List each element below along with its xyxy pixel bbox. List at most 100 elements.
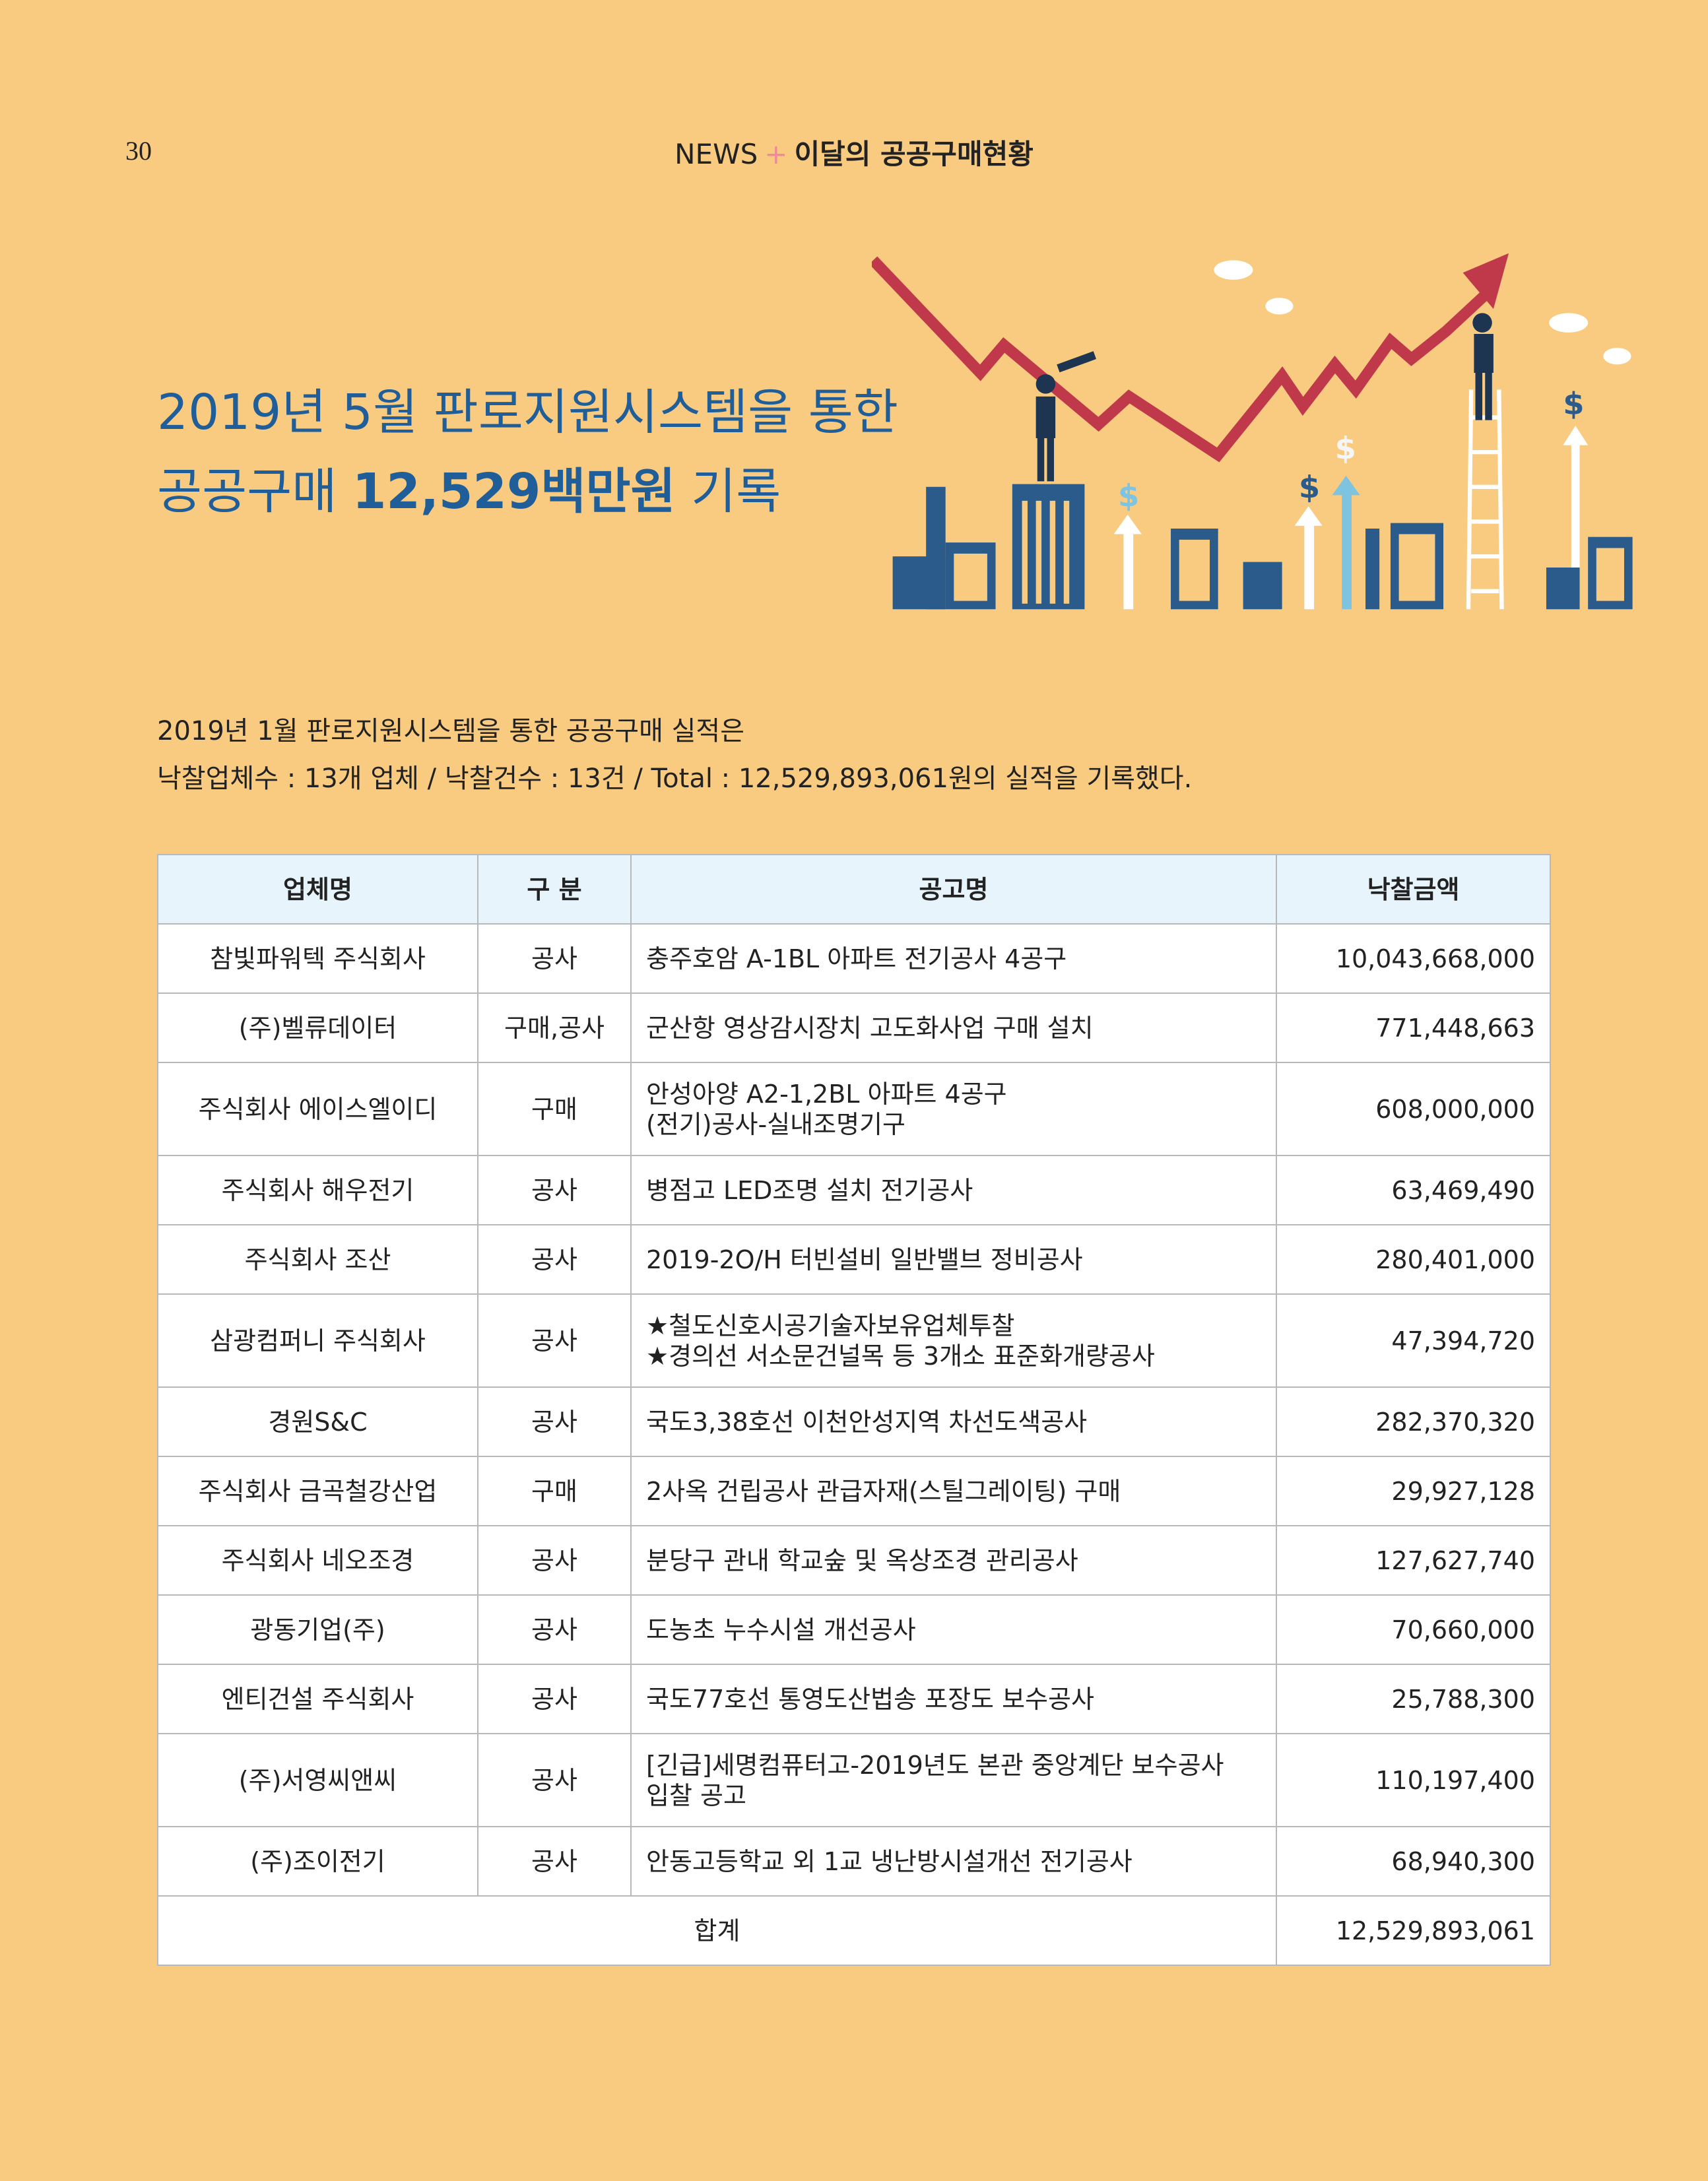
headline: 2019년 5월 판로지원시스템을 통한 [157,384,898,441]
table-cell: 공사 [477,1224,632,1295]
table-cell: 공사 [477,1525,632,1596]
table-cell: 공사 [477,1664,632,1734]
section: NEWS [674,138,758,170]
svg-text:$: $ [1118,478,1139,513]
total-row: 합계 12,529,893,061 [157,1895,1551,1966]
table-cell: [긴급]세명컴퓨터고-2019년도 본관 중앙계단 보수공사 입찰 공고 [630,1733,1277,1827]
table-cell: 2사옥 건립공사 관급자재(스틸그레이팅) 구매 [630,1456,1277,1526]
table-cell: 771,448,663 [1276,993,1551,1063]
table-cell: 구매,공사 [477,993,632,1063]
table-cell: 안동고등학교 외 1교 냉난방시설개선 전기공사 [630,1826,1277,1897]
table-cell: 주식회사 금곡철강산업 [157,1456,478,1526]
table-cell: 도농초 누수시설 개선공사 [630,1594,1277,1665]
buildings [892,484,1633,610]
table-cell: 국도77호선 통영도산법송 포장도 보수공사 [630,1664,1277,1734]
table-cell: 주식회사 조산 [157,1224,478,1295]
table-cell: 47,394,720 [1276,1293,1551,1388]
table-cell: 282,370,320 [1276,1386,1551,1457]
column-header: 공고명 [630,854,1277,925]
arrows [1113,426,1589,610]
table-cell: 공사 [477,1826,632,1897]
running-header: NEWS + 이달의 공공구매현황 [0,132,1708,172]
page-number: 30 [125,136,152,166]
svg-text:$: $ [1299,470,1320,505]
table-cell: 공사 [477,1293,632,1388]
table-cell: 군산항 영상감시장치 고도화사업 구매 설치 [630,993,1277,1063]
table-row: 경원S&C 공사 국도3,38호선 이천안성지역 차선도색공사 282,370,320 [157,1386,1551,1457]
table-row: 주식회사 네오조경 공사 분당구 관내 학교숲 및 옥상조경 관리공사 127,627… [157,1525,1551,1596]
total-amount: 12,529,893,061 [1276,1895,1551,1966]
windows [954,500,1624,604]
headline: 공공구매 12,529백만원 기록 [157,452,781,523]
people [1035,313,1494,482]
table-row: 주식회사 에이스엘이디 구매 안성아양 A2-1,2BL 아파트 4공구 (전기)공… [157,1062,1551,1156]
table-cell: 분당구 관내 학교숲 및 옥상조경 관리공사 [630,1525,1277,1596]
column-header: 업체명 [157,854,478,925]
table-cell: 주식회사 네오조경 [157,1525,478,1596]
table-cell: 공사 [477,1386,632,1457]
table-cell: 병점고 LED조명 설치 전기공사 [630,1155,1277,1225]
header-title: 이달의 공공구매현황 [794,138,1034,170]
clouds [1214,260,1631,365]
table-cell: 구매 [477,1062,632,1156]
table-cell: 경원S&C [157,1386,478,1457]
table-cell: 2019-2O/H 터빈설비 일반밸브 정비공사 [630,1224,1277,1295]
arrows [1332,475,1360,610]
trend-arrow [1462,253,1509,309]
headline-amount: 12,529백만원 [352,463,676,520]
table-row: (주)서영씨앤씨 공사 [긴급]세명컴퓨터고-2019년도 본관 중앙계단 보수공사… [157,1733,1551,1827]
svg-text:$: $ [1563,386,1584,422]
separator: + [764,138,788,170]
table-cell: 127,627,740 [1276,1525,1551,1596]
table-cell: 70,660,000 [1276,1594,1551,1665]
table-cell: (주)벨류데이터 [157,993,478,1063]
table-row: (주)조이전기 공사 안동고등학교 외 1교 냉난방시설개선 전기공사 68,940,… [157,1826,1551,1897]
header-row: 업체명 구 분 공고명 낙찰금액 [157,854,1551,925]
table-row: 참빛파워텍 주식회사 공사 충주호암 A-1BL 아파트 전기공사 4공구 10,04… [157,923,1551,994]
table-cell: (주)조이전기 [157,1826,478,1897]
table-row: 엔티건설 주식회사 공사 국도77호선 통영도산법송 포장도 보수공사 25,788,… [157,1664,1551,1734]
table-cell: 국도3,38호선 이천안성지역 차선도색공사 [630,1386,1277,1457]
table-cell: 광동기업(주) [157,1594,478,1665]
table-cell: 공사 [477,1155,632,1225]
table-cell: 주식회사 에이스엘이디 [157,1062,478,1156]
table-cell: 주식회사 해우전기 [157,1155,478,1225]
intro-text: 낙찰업체수 : 13개 업체 / 낙찰건수 : 13건 / Total : 12… [157,764,1193,794]
table-row: 주식회사 조산 공사 2019-2O/H 터빈설비 일반밸브 정비공사 280,401… [157,1224,1551,1295]
intro-text: 2019년 1월 판로지원시스템을 통한 공공구매 실적은 [157,716,745,746]
column-header: 낙찰금액 [1276,854,1551,925]
trend-line [872,256,1489,463]
table-cell: 608,000,000 [1276,1062,1551,1156]
table-row: (주)벨류데이터 구매,공사 군산항 영상감시장치 고도화사업 구매 설치 771,4… [157,993,1551,1063]
table-cell: (주)서영씨앤씨 [157,1733,478,1827]
total-label: 합계 [157,1895,1277,1966]
table-cell: 구매 [477,1456,632,1526]
table-row: 삼광컴퍼니 주식회사 공사 ★철도신호시공기술자보유업체투찰 ★경의선 서소문건널목… [157,1293,1551,1388]
table-cell: 29,927,128 [1276,1456,1551,1526]
table-row: 주식회사 금곡철강산업 구매 2사옥 건립공사 관급자재(스틸그레이팅) 구매 29,… [157,1456,1551,1526]
table-cell: 25,788,300 [1276,1664,1551,1734]
table-row: 주식회사 해우전기 공사 병점고 LED조명 설치 전기공사 63,469,490 [157,1155,1551,1225]
table-cell: 280,401,000 [1276,1224,1551,1295]
headline-text: 기록 [675,463,781,520]
table-cell: 공사 [477,1733,632,1827]
table-cell: 삼광컴퍼니 주식회사 [157,1293,478,1388]
table-cell: 엔티건설 주식회사 [157,1664,478,1734]
table-cell: ★철도신호시공기술자보유업체투찰 ★경의선 서소문건널목 등 3개소 표준화개량… [630,1293,1277,1388]
table-cell: 공사 [477,923,632,994]
table-cell: 110,197,400 [1276,1733,1551,1827]
table-cell: 10,043,668,000 [1276,923,1551,994]
svg-text:$: $ [1335,431,1356,467]
table-cell: 참빛파워텍 주식회사 [157,923,478,994]
column-header: 구 분 [477,854,632,925]
table-cell: 68,940,300 [1276,1826,1551,1897]
illustration: $ $ $ $ [872,253,1633,610]
headline-text: 공공구매 [157,463,352,520]
table-cell: 공사 [477,1594,632,1665]
table-row: 광동기업(주) 공사 도농초 누수시설 개선공사 70,660,000 [157,1594,1551,1665]
ladder [1466,389,1504,610]
table-cell: 안성아양 A2-1,2BL 아파트 4공구 (전기)공사-실내조명기구 [630,1062,1277,1156]
table-cell: 63,469,490 [1276,1155,1551,1225]
results-table: 업체명 구 분 공고명 낙찰금액 참빛파워텍 주식회사 공사 충주호암 A-1BL 아파트… [157,854,1551,1966]
